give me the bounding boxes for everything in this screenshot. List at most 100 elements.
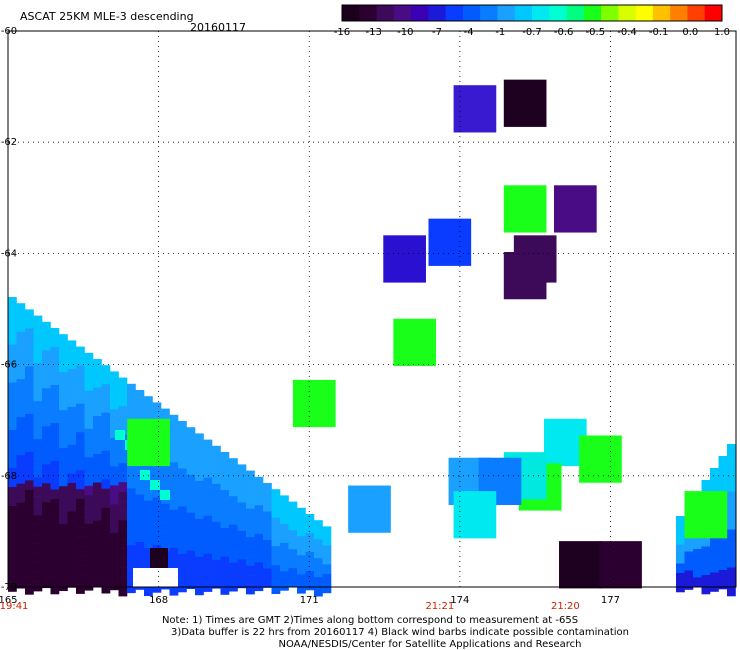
swath-cell <box>178 535 187 545</box>
swath-cell <box>263 530 272 541</box>
swath-cell <box>322 545 332 556</box>
y-tick-label: -60 <box>1 26 17 37</box>
swath-cell <box>110 513 119 524</box>
swath-cell <box>8 373 17 383</box>
swath-cell <box>144 510 153 520</box>
swath-cell <box>101 479 111 489</box>
swath-cell <box>59 467 68 477</box>
swath-cell <box>237 530 247 541</box>
swath-cell <box>33 524 43 535</box>
swath-cell <box>59 429 68 439</box>
swath-cell <box>254 505 264 516</box>
colorbar-swatch <box>652 5 671 21</box>
swath-cell <box>701 480 711 490</box>
swath-cell <box>118 529 128 540</box>
swath-cell <box>288 568 298 578</box>
swath-cell <box>254 476 264 487</box>
swath-cell <box>16 312 26 323</box>
swath-cell <box>246 575 255 585</box>
swath-cell <box>101 574 111 584</box>
swath-cell <box>178 506 187 517</box>
swath-cell <box>84 381 94 392</box>
swath-cell <box>186 436 196 447</box>
swath-cell <box>93 482 102 493</box>
swath-cell <box>76 394 85 404</box>
swath-cell <box>67 406 77 417</box>
swath-cell <box>50 575 60 585</box>
swath-cell <box>710 563 719 573</box>
swath-cell <box>169 557 179 568</box>
swath-cell <box>84 371 94 382</box>
swath-cell <box>84 571 94 582</box>
x-axis-ticks: 165 168 171 174 177 <box>0 595 620 606</box>
swath-cell <box>33 448 43 459</box>
swath-cell <box>42 388 51 399</box>
colorbar-tick-label: -0.4 <box>617 27 637 38</box>
wind-cell <box>428 218 472 266</box>
swath-cell <box>178 563 187 574</box>
swath-cell <box>178 554 187 564</box>
wind-cell <box>127 418 170 467</box>
time-label: 21:20 <box>551 601 580 612</box>
swath-cell <box>76 356 85 366</box>
swath-cell <box>42 464 51 475</box>
swath-cell <box>186 484 196 494</box>
swath-cell <box>727 539 736 549</box>
swath-cell <box>127 554 136 565</box>
swath-cell <box>135 390 145 400</box>
x-tick-label: 174 <box>450 595 469 606</box>
swath-cell <box>263 492 272 503</box>
wind-cell <box>453 491 497 539</box>
swath-cell <box>203 468 213 478</box>
swath-cell <box>59 562 68 572</box>
swath-cell <box>25 451 34 462</box>
swath-cell <box>203 458 213 469</box>
swath-cell <box>727 529 736 540</box>
swath-cell <box>110 409 119 420</box>
swath-cell <box>727 463 736 473</box>
plot-frame <box>7 30 737 588</box>
swath-cell <box>67 397 77 408</box>
swath-cell <box>84 523 94 534</box>
swath-cell <box>8 544 17 554</box>
swath-cell <box>59 391 68 401</box>
swath-cell <box>727 548 736 559</box>
swath-cell <box>110 447 119 458</box>
swath-cell <box>67 378 77 389</box>
swath-cell <box>76 574 85 585</box>
swath-cell <box>127 535 136 546</box>
swath-cell <box>33 315 43 326</box>
swath-cell <box>676 573 685 583</box>
swath-cell <box>212 512 221 523</box>
swath-cell <box>84 390 94 401</box>
swath-cell <box>246 518 255 528</box>
swath-cell <box>50 366 60 376</box>
swath-cell <box>701 575 711 585</box>
swath-cell <box>135 551 145 562</box>
swath-cell <box>186 550 196 561</box>
swath-cell <box>76 565 85 575</box>
wind-cell <box>503 185 547 233</box>
swath-cell <box>42 568 51 579</box>
swath-cell <box>718 475 728 485</box>
chart-date: 20160117 <box>190 21 246 34</box>
swath-cell <box>280 523 289 534</box>
swath-cell <box>263 549 272 560</box>
swath-cell <box>161 475 170 485</box>
swath-cell <box>246 470 255 481</box>
swath-cell <box>59 438 68 449</box>
swath-cell <box>101 583 111 594</box>
swath-cell <box>76 498 85 509</box>
swath-cell <box>229 534 238 544</box>
swath-cell <box>220 528 230 538</box>
swath-cell <box>203 544 213 554</box>
swath-cell <box>305 580 315 591</box>
swath-cell <box>186 427 196 437</box>
swath-cell <box>693 549 702 559</box>
swath-cell <box>186 493 196 504</box>
swath-cell <box>314 558 323 568</box>
swath-cell <box>169 452 179 463</box>
swath-cell <box>59 552 68 563</box>
swath-cell <box>118 396 128 407</box>
swath-cell <box>8 496 17 507</box>
